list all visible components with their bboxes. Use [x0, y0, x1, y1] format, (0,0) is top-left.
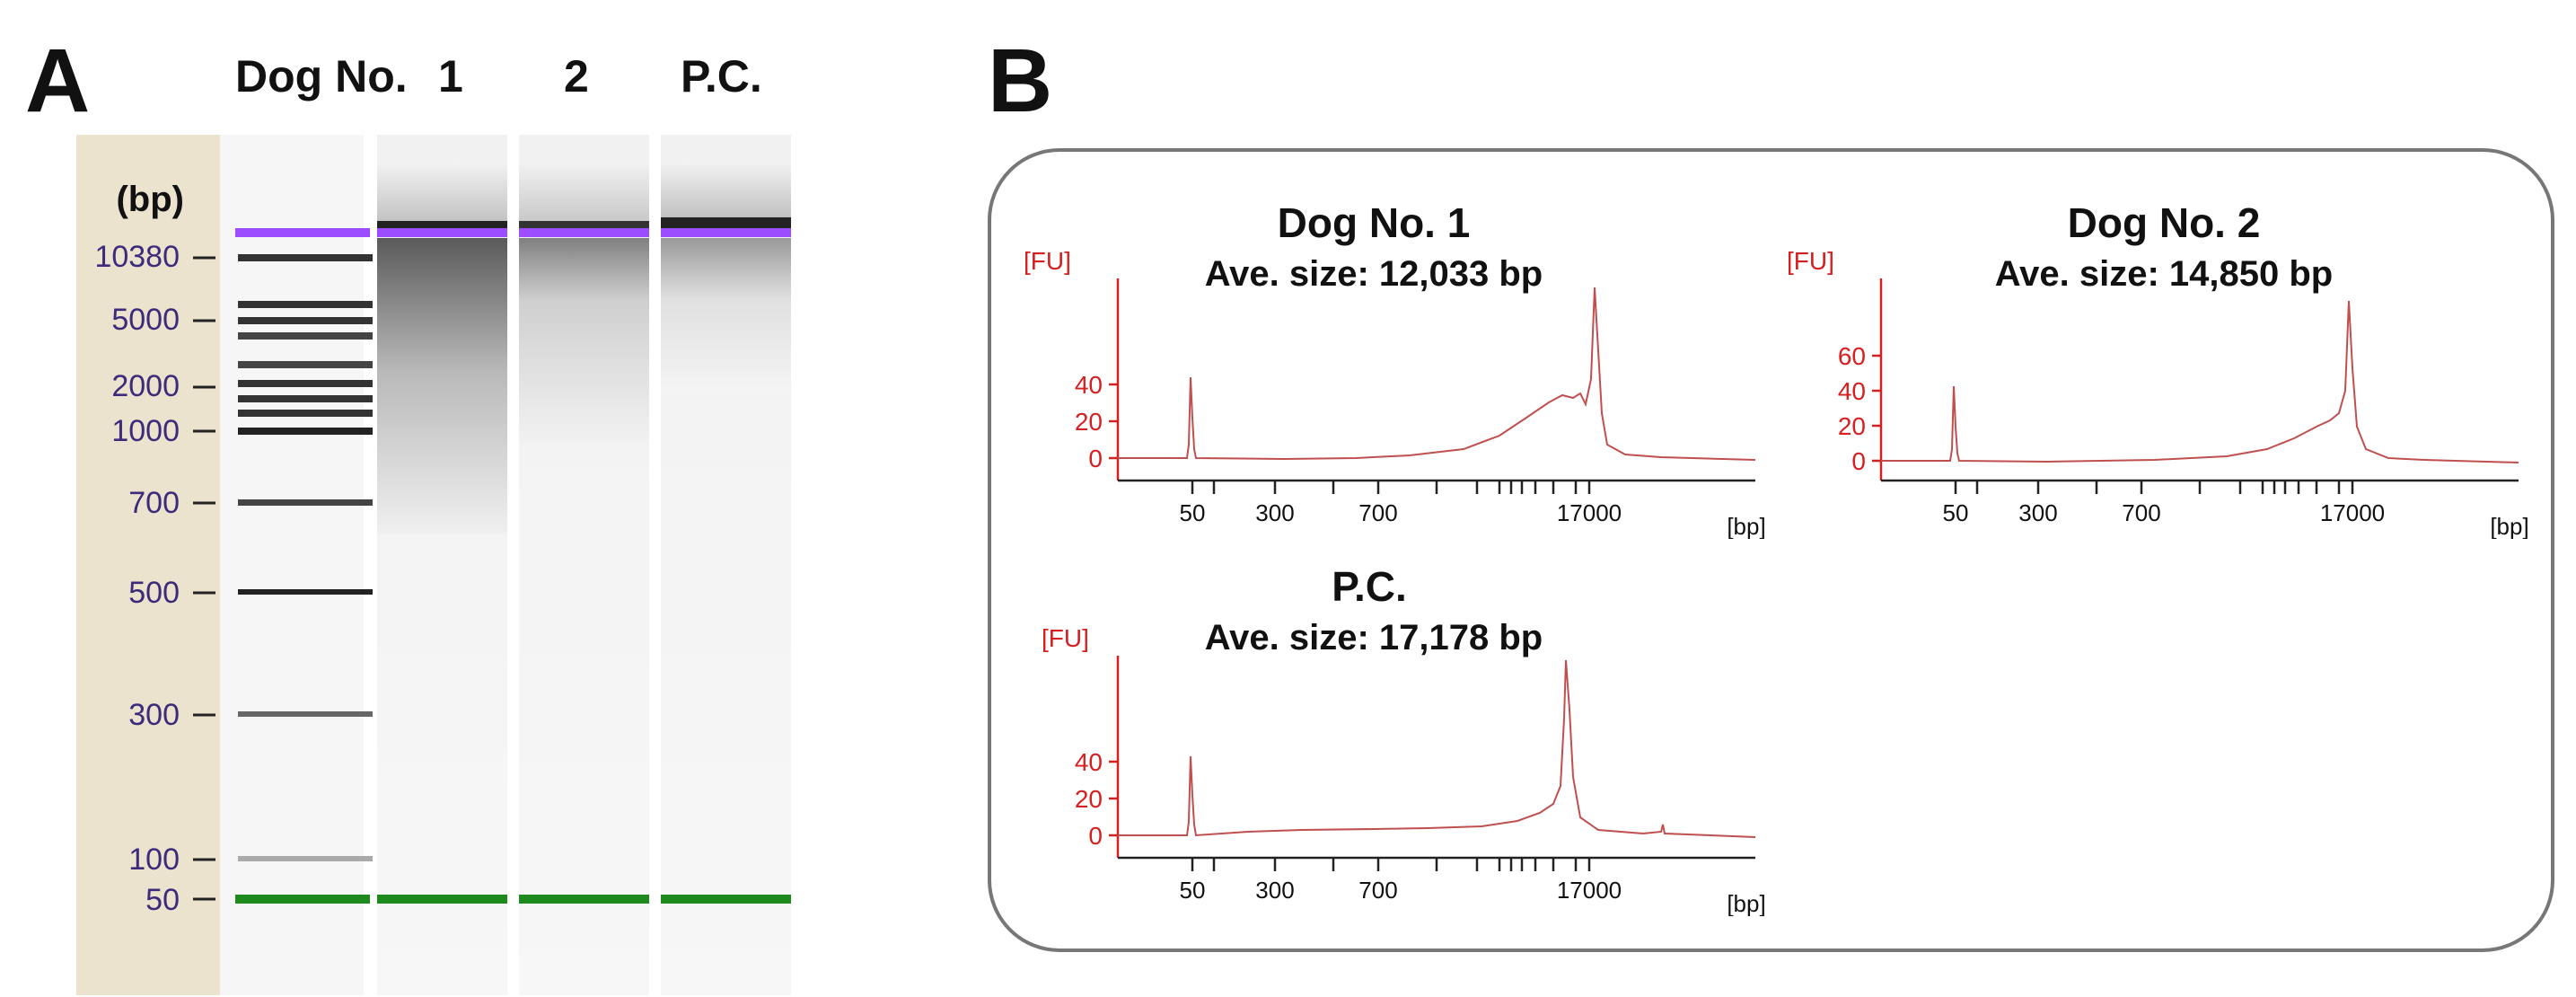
panel-a-label: A — [25, 31, 91, 131]
trace-2-plot: [FU] 0 20 40 60 50 300 700 17000 [bp] — [1787, 247, 2529, 539]
trace-1-y-unit: [FU] — [1024, 247, 1071, 275]
electropherogram-panel — [988, 148, 2554, 952]
lane-header-pc: P.C. — [681, 51, 762, 101]
trace-2-line — [1881, 300, 2519, 463]
trace-3-x-unit: [bp] — [1727, 890, 1765, 916]
trace-1-subtitle: Ave. size: 12,033 bp — [1204, 254, 1543, 294]
ladder-band — [238, 410, 373, 417]
trace-3-x-tick: 700 — [1358, 877, 1397, 904]
ladder-band — [238, 395, 373, 402]
gel-image: (bp) 10380 5000 2000 1000 700 500 300 10… — [76, 135, 791, 995]
trace-1-x-unit: [bp] — [1727, 513, 1765, 539]
trace-3-line — [1118, 659, 1756, 838]
trace-3-y-tick: 0 — [1088, 822, 1103, 850]
trace-1-x-tick: 17000 — [1557, 499, 1622, 526]
trace-3-y-tick: 40 — [1075, 748, 1103, 776]
upper-marker-pc — [661, 228, 791, 237]
trace-1-x-tick: 700 — [1358, 499, 1397, 526]
trace-1-x-tick: 300 — [1255, 499, 1294, 526]
trace-3-title: P.C. — [1332, 563, 1407, 610]
lower-marker-dog-2 — [519, 895, 649, 904]
ladder-band — [238, 317, 373, 324]
trace-3-y-tick: 20 — [1075, 785, 1103, 813]
ladder-band — [238, 332, 373, 340]
smear-dog-2 — [519, 238, 649, 445]
trace-1-line — [1118, 287, 1756, 461]
trace-1-y-tick: 40 — [1075, 371, 1103, 399]
size-label-50: 50 — [145, 883, 180, 917]
size-label-1000: 1000 — [111, 414, 180, 448]
trace-3-x-tick: 17000 — [1557, 877, 1622, 904]
trace-1-title: Dog No. 1 — [1277, 199, 1471, 246]
trace-2-x-unit: [bp] — [2490, 513, 2528, 539]
trace-3-plot: [FU] 0 20 40 50 300 700 17000 [bp] — [1042, 624, 1766, 916]
trace-3-x-tick: 300 — [1255, 877, 1294, 904]
ladder-band — [238, 361, 373, 368]
panel-b-label: B — [988, 31, 1053, 131]
ladder-band — [238, 589, 373, 595]
size-label-5000: 5000 — [111, 303, 180, 337]
size-label-700: 700 — [128, 486, 180, 520]
size-label-10380: 10380 — [94, 240, 180, 274]
ladder-band — [238, 254, 373, 261]
lower-marker-dog-1 — [377, 895, 507, 904]
ladder-band — [238, 856, 373, 861]
trace-2-x-tick: 300 — [2018, 499, 2057, 526]
lane-header-dog-1: 1 — [438, 51, 463, 101]
trace-3-x-tick: 50 — [1180, 877, 1206, 904]
size-label-300: 300 — [128, 698, 180, 732]
trace-2-title: Dog No. 2 — [2067, 199, 2261, 246]
smear-dog-1 — [377, 238, 507, 534]
ladder-band — [238, 301, 373, 308]
trace-2-y-tick: 60 — [1838, 342, 1866, 370]
trace-2-y-unit: [FU] — [1787, 247, 1834, 275]
trace-3-subtitle: Ave. size: 17,178 bp — [1204, 618, 1543, 657]
upper-marker-dog-1 — [377, 228, 507, 237]
upper-marker-ladder — [235, 228, 370, 237]
size-label-100: 100 — [128, 843, 180, 877]
lane-header-dog-2: 2 — [564, 51, 589, 101]
trace-2-y-tick: 40 — [1838, 377, 1866, 405]
trace-2-y-tick: 20 — [1838, 412, 1866, 440]
trace-2-x-tick: 700 — [2122, 499, 2160, 526]
trace-1-y-tick: 20 — [1075, 408, 1103, 436]
unit-label: (bp) — [116, 180, 184, 219]
trace-1-y-tick: 0 — [1088, 445, 1103, 472]
ladder-band — [238, 711, 373, 717]
trace-2-subtitle: Ave. size: 14,850 bp — [1994, 254, 2334, 294]
ladder-lane — [220, 135, 364, 995]
size-label-500: 500 — [128, 576, 180, 610]
ladder-band — [238, 499, 373, 506]
trace-2-x-tick: 17000 — [2320, 499, 2385, 526]
ladder-band — [238, 428, 373, 435]
trace-1-plot: [FU] 0 20 40 50 300 700 17000 [bp] — [1024, 247, 1766, 539]
upper-marker-dog-2 — [519, 228, 649, 237]
trace-2-y-tick: 0 — [1851, 447, 1866, 475]
smear-pc — [661, 238, 791, 391]
trace-2-x-tick: 50 — [1943, 499, 1969, 526]
lane-header-ladder: Dog No. — [235, 51, 408, 101]
ladder-band — [238, 380, 373, 387]
ladder-strip — [76, 135, 220, 995]
size-label-2000: 2000 — [111, 369, 180, 403]
lower-marker-pc — [661, 895, 791, 904]
lower-marker-ladder — [235, 895, 370, 904]
trace-3-y-unit: [FU] — [1042, 624, 1089, 652]
trace-1-x-tick: 50 — [1180, 499, 1206, 526]
